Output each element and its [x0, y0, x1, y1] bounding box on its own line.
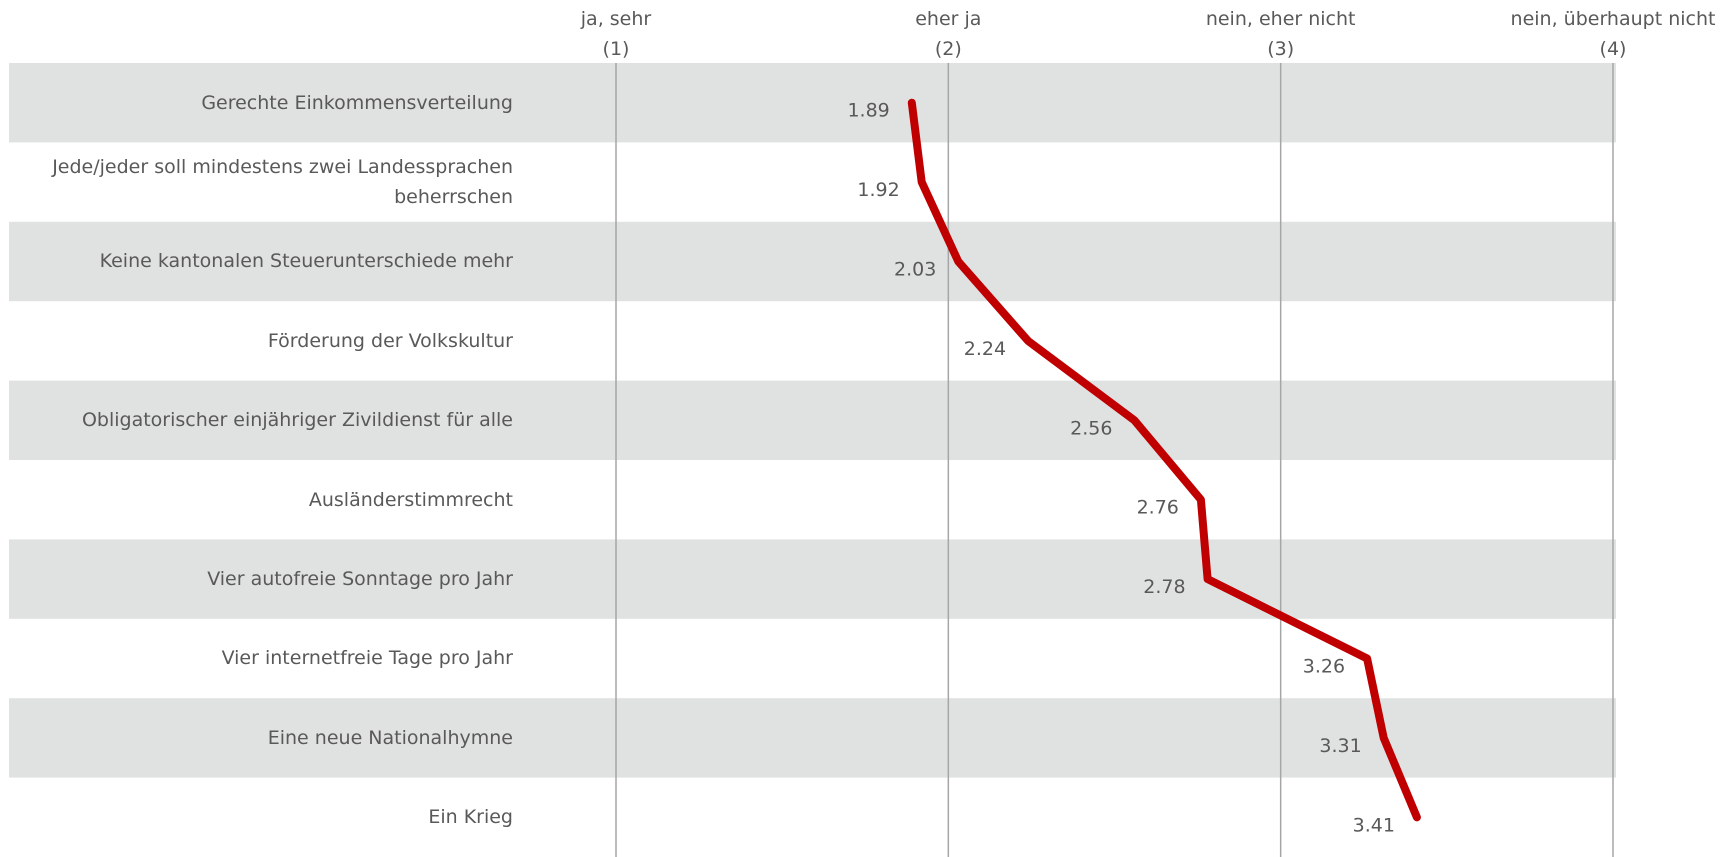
value-label: 1.92	[857, 179, 899, 201]
category-label: Vier internetfreie Tage pro Jahr	[221, 647, 513, 670]
x-tick-title: eher ja	[915, 8, 981, 30]
x-tick-label: (2)	[935, 38, 962, 60]
value-label: 2.56	[1070, 417, 1112, 439]
category-label: Eine neue Nationalhymne	[267, 726, 513, 749]
category-label: Gerechte Einkommensverteilung	[201, 91, 513, 114]
row-band	[9, 221, 1616, 302]
x-tick-label: (1)	[603, 38, 630, 60]
category-label: Ausländerstimmrecht	[308, 488, 513, 511]
row-band	[9, 63, 1616, 143]
category-label: Ein Krieg	[428, 806, 513, 829]
category-label: Förderung der Volkskultur	[267, 329, 513, 352]
value-label: 2.24	[964, 338, 1006, 360]
value-label: 2.76	[1137, 497, 1179, 519]
x-tick-title: nein, überhaupt nicht	[1511, 8, 1716, 30]
category-label: Keine kantonalen Steuerunterschiede mehr	[99, 250, 513, 273]
x-tick-label: (4)	[1600, 38, 1627, 60]
value-label: 2.03	[894, 259, 936, 281]
value-label: 2.78	[1143, 576, 1185, 598]
x-tick-label: (3)	[1267, 38, 1294, 60]
value-label: 3.31	[1319, 735, 1361, 757]
x-tick-title: nein, eher nicht	[1206, 8, 1356, 30]
x-tick-title: ja, sehr	[580, 8, 652, 30]
value-label: 3.41	[1353, 814, 1395, 836]
category-label: Vier autofreie Sonntage pro Jahr	[207, 568, 513, 591]
line	[907, 98, 1421, 822]
category-label: Jede/jeder soll mindestens zwei Landessp…	[52, 156, 513, 209]
value-label: 3.26	[1303, 656, 1345, 678]
value-label: 1.89	[847, 100, 889, 122]
row-band	[9, 539, 1616, 619]
row-band	[9, 380, 1616, 460]
row-band	[9, 698, 1616, 778]
category-label: Obligatorischer einjähriger Zivildienst …	[81, 409, 513, 432]
